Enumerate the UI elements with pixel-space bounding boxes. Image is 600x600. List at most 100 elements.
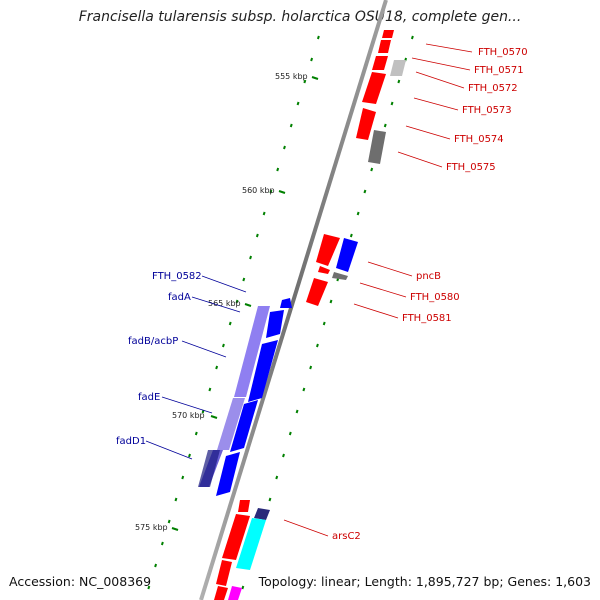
gene-label-fth-0582[interactable]: FTH_0582 — [152, 271, 202, 282]
scale-label: 565 kbp — [208, 299, 241, 308]
gene-label-fth-0580[interactable]: FTH_0580 — [410, 292, 460, 303]
map-title: Francisella tularensis subsp. holarctica… — [78, 9, 522, 25]
label-leaders — [145, 43, 473, 537]
gene-cyan[interactable] — [236, 518, 266, 570]
gene-label-fadB[interactable]: fadB/acbP — [128, 336, 178, 347]
tick-mark — [283, 145, 286, 150]
tick-mark — [288, 431, 292, 436]
gene-label-fth-0574[interactable]: FTH_0574 — [454, 134, 504, 145]
operon-block-upper[interactable] — [234, 306, 270, 397]
gene-label-fth-0570[interactable]: FTH_0570 — [478, 47, 528, 58]
tick-mark — [194, 431, 198, 436]
gene-label-fadE[interactable]: fadE — [138, 392, 160, 403]
gene-label-fth-0572[interactable]: FTH_0572 — [468, 83, 518, 94]
tick-mark — [310, 57, 314, 62]
gene-fadD1-dark[interactable] — [198, 450, 220, 487]
scale-label: 555 kbp — [275, 72, 308, 81]
gene-lower-red-2[interactable] — [214, 586, 228, 600]
tick-mark — [390, 101, 394, 106]
major-tick — [311, 76, 319, 80]
tick-mark — [316, 35, 320, 40]
tick-mark — [289, 123, 293, 128]
tick-mark — [397, 79, 401, 84]
tick-mark — [282, 453, 285, 458]
tick-mark — [255, 233, 259, 238]
gene-fth-0573[interactable] — [362, 72, 386, 104]
gene-fth-0572-pseudo[interactable] — [390, 60, 406, 76]
gene-label-fadD1[interactable]: fadD1 — [116, 436, 146, 447]
major-tick — [171, 527, 179, 531]
gene-fth-0570[interactable] — [382, 30, 394, 38]
gene-label-fadA[interactable]: fadA — [168, 292, 191, 303]
gene-lower-red[interactable] — [216, 560, 232, 586]
gene-label-fth-0581[interactable]: FTH_0581 — [402, 313, 452, 324]
tick-mark — [174, 497, 178, 502]
reverse-strand-genes — [198, 298, 292, 496]
gene-fth-0581[interactable] — [306, 278, 328, 306]
tick-mark — [296, 101, 300, 106]
gene-label-fth-0575[interactable]: FTH_0575 — [446, 162, 496, 173]
tick-mark — [208, 387, 212, 392]
tick-mark — [309, 365, 313, 370]
gene-arsC2-block[interactable] — [254, 508, 270, 520]
scale-label: 560 kbp — [242, 186, 275, 195]
tick-mark — [268, 497, 272, 502]
gene-fth-0582[interactable] — [280, 298, 292, 308]
tick-mark — [275, 475, 279, 480]
genome-summary: Topology: linear; Length: 1,895,727 bp; … — [258, 574, 591, 589]
gene-label-arsC2[interactable]: arsC2 — [332, 531, 361, 542]
operon-block-middle[interactable] — [217, 398, 245, 450]
tick-mark — [276, 167, 280, 172]
scale-labels: 555 kbp 560 kbp 565 kbp 570 kbp 575 kbp — [135, 72, 308, 532]
scale-label: 575 kbp — [135, 523, 168, 532]
gene-label-fth-0573[interactable]: FTH_0573 — [462, 105, 512, 116]
accession-label: Accession: NC_008369 — [9, 574, 152, 589]
genome-backbone — [199, 0, 388, 600]
gene-fth-0571[interactable] — [378, 40, 391, 53]
tick-mark — [242, 277, 246, 282]
tick-mark — [160, 541, 164, 546]
gene-arsC2[interactable] — [222, 514, 250, 560]
gene-labels: FTH_0570 FTH_0571 FTH_0572 FTH_0573 FTH_… — [116, 47, 528, 542]
tick-mark — [147, 585, 151, 590]
gene-label-pncB[interactable]: pncB — [416, 271, 441, 282]
tick-mark — [322, 321, 326, 326]
major-tick — [244, 303, 252, 307]
tick-mark — [410, 35, 414, 40]
tick-mark — [181, 475, 185, 480]
gene-pncB-rev[interactable] — [336, 238, 358, 272]
gene-fth-0575[interactable] — [368, 130, 386, 164]
tick-mark — [383, 123, 387, 128]
tick-mark — [302, 387, 306, 392]
gene-arsC2-upper[interactable] — [238, 500, 250, 512]
gene-fadE[interactable] — [230, 400, 258, 452]
gene-label-fth-0571[interactable]: FTH_0571 — [474, 65, 524, 76]
forward-strand-genes — [306, 30, 406, 306]
tick-mark — [269, 189, 273, 194]
tick-mark — [262, 211, 266, 216]
gene-pncB[interactable] — [316, 234, 340, 266]
tick-mark — [363, 189, 367, 194]
gene-fadA[interactable] — [266, 310, 284, 338]
tick-mark — [249, 255, 253, 260]
tick-mark — [370, 167, 374, 172]
tick-mark — [356, 211, 360, 216]
tick-mark — [188, 453, 191, 458]
gene-fadB[interactable] — [248, 340, 278, 402]
gene-fth-0580-pseudo[interactable] — [332, 272, 348, 280]
major-tick — [210, 415, 218, 419]
gene-magenta[interactable] — [228, 586, 242, 600]
major-tick — [278, 190, 286, 194]
gene-fth-0580[interactable] — [318, 266, 330, 274]
tick-mark — [167, 519, 171, 524]
gene-fth-0574[interactable] — [356, 108, 376, 140]
tick-mark — [241, 585, 245, 590]
tick-mark — [329, 299, 333, 304]
gene-fadD1[interactable] — [216, 452, 240, 496]
tick-mark — [154, 563, 158, 568]
tick-mark — [221, 343, 225, 348]
gene-fth-0572[interactable] — [372, 56, 388, 70]
tick-mark — [295, 409, 299, 414]
lower-genes — [214, 500, 270, 600]
